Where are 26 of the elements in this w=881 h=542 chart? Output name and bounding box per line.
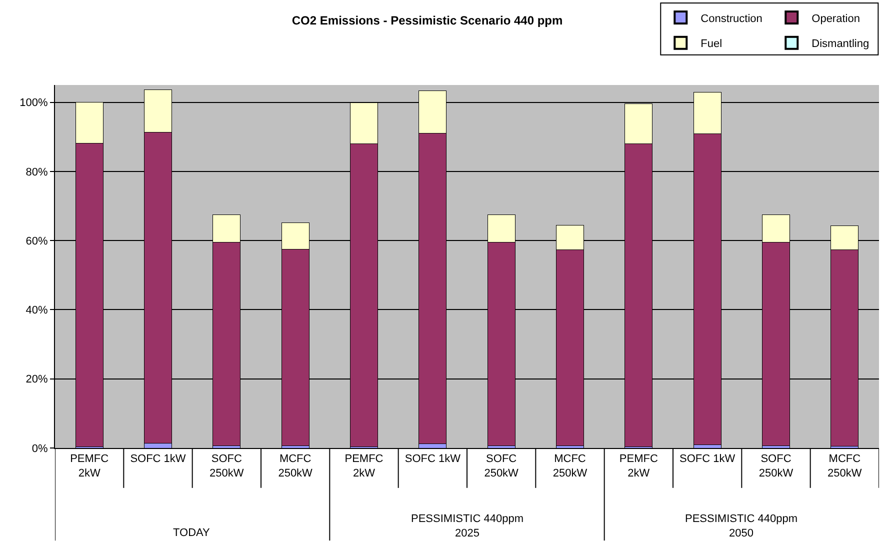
x-tick-label: PEMFC 2kW [619,453,658,480]
x-tick-label: PEMFC 2kW [70,453,109,480]
y-tick-label: 20% [26,374,48,386]
legend-label: Operation [812,12,860,25]
text: TODAY [173,527,211,539]
y-tick-label: 40% [26,304,48,317]
x-tick-label: SOFC 1kW [404,453,462,466]
x-tick-label: SOFC 250kW [758,453,794,480]
text: PESSIMISTIC 440ppm 2050 [685,513,798,540]
x-tick-label: SOFC 250kW [210,453,244,480]
x-tick-label: MCFC 250kW [278,453,314,480]
x-tick-label: MCFC 250kW [552,453,588,480]
chart-title: CO2 Emissions - Pessimistic Scenario 440 ppm [292,14,563,28]
x-tick-label: SOFC 1kW [130,453,186,466]
x-tick-label: PEMFC 2kW [344,453,384,480]
x-tick-label: MCFC 250kW [828,453,862,480]
y-tick-label: 80% [26,166,48,178]
y-tick-label: 100% [20,97,48,110]
legend-label: Dismantling [812,38,870,50]
y-tick-label: 60% [26,235,48,248]
x-tick-label: SOFC 250kW [484,453,520,480]
legend-label: Construction [700,12,762,25]
text: PESSIMISTIC 440ppm 2025 [411,513,524,540]
x-tick-label: SOFC 1kW [680,453,736,466]
legend-label: Fuel [700,38,722,50]
y-tick-label: 0% [32,442,48,455]
